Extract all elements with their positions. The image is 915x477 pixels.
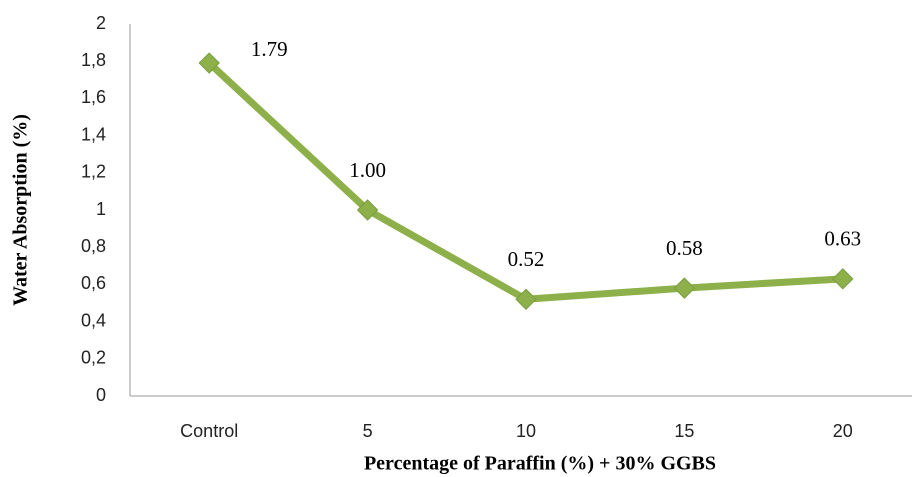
marker <box>198 52 220 74</box>
x-tick-label: 20 <box>833 421 853 441</box>
data-label: 1.00 <box>349 158 386 182</box>
marker <box>356 199 379 221</box>
marker <box>832 268 854 290</box>
marker <box>673 277 696 299</box>
y-tick-label: 0,2 <box>81 348 106 368</box>
y-tick-label: 1,8 <box>81 50 106 70</box>
y-tick-label: 0,4 <box>81 310 106 330</box>
x-axis-title: Percentage of Paraffin (%) + 30% GGBS <box>364 453 716 475</box>
y-tick-label: 1 <box>96 199 106 219</box>
data-label: 0.58 <box>666 236 703 260</box>
marker <box>515 288 537 310</box>
x-tick-label: Control <box>180 421 238 441</box>
y-tick-label: 1,2 <box>81 162 106 182</box>
x-tick-label: 5 <box>363 421 373 441</box>
x-tick-label: 15 <box>674 421 694 441</box>
data-label: 0.63 <box>824 227 861 251</box>
y-tick-label: 1,6 <box>81 87 106 107</box>
y-tick-label: 0,8 <box>81 236 106 256</box>
y-tick-label: 1,4 <box>81 124 106 144</box>
y-tick-label: 0,6 <box>81 273 106 293</box>
y-axis-title: Water Absorption (%) <box>10 114 32 306</box>
data-label: 1.79 <box>251 37 288 61</box>
y-tick-label: 0 <box>96 385 106 405</box>
data-label: 0.52 <box>508 247 545 271</box>
y-tick-label: 2 <box>96 13 106 33</box>
x-tick-label: 10 <box>516 421 536 441</box>
